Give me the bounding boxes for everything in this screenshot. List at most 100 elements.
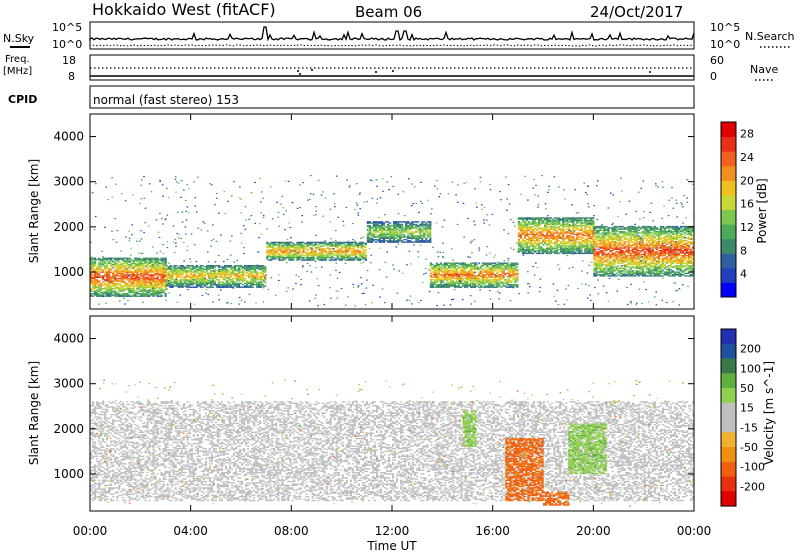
- power-cell: [488, 267, 491, 269]
- power-cell: [360, 243, 363, 245]
- power-cell: [102, 262, 105, 265]
- power-cell: [128, 291, 131, 294]
- power-cell: [611, 263, 614, 266]
- power-cell: [433, 286, 436, 288]
- power-cell: [490, 263, 493, 266]
- power-cell: [595, 267, 598, 270]
- power-cell: [162, 272, 165, 275]
- power-cell: [288, 259, 291, 261]
- power-cell: [185, 273, 188, 276]
- power-cell: [464, 275, 467, 277]
- power-cell: [290, 259, 293, 261]
- power-cell: [613, 248, 616, 251]
- power-cell: [201, 272, 204, 274]
- power-cell: [154, 290, 157, 292]
- power-cell: [278, 248, 281, 250]
- power-cell: [162, 276, 165, 278]
- power-cell: [580, 223, 583, 225]
- power-cell: [457, 286, 461, 288]
- power-cell: [124, 284, 127, 286]
- power-cell: [114, 261, 117, 263]
- power-cell: [110, 280, 113, 282]
- power-cell: [304, 243, 307, 245]
- power-cell: [556, 221, 559, 223]
- power-cell: [366, 238, 369, 241]
- power-cell: [447, 286, 451, 288]
- power-cell: [574, 233, 577, 236]
- power-cell: [453, 272, 457, 274]
- power-cell: [340, 255, 343, 257]
- power-cell: [372, 225, 376, 227]
- power-cell: [603, 255, 606, 257]
- power-cell: [635, 237, 638, 239]
- power-cell: [508, 277, 511, 280]
- power-cell: [358, 246, 361, 249]
- power-cell: [397, 223, 400, 226]
- power-cell: [508, 267, 511, 269]
- power-cell: [462, 262, 465, 264]
- power-cell: [152, 281, 155, 283]
- power-cell: [272, 245, 275, 247]
- power-cell: [498, 278, 501, 281]
- power-cell: [562, 240, 565, 242]
- power-cell: [302, 248, 305, 250]
- power-cell: [484, 280, 487, 282]
- power-cell: [368, 228, 371, 231]
- power-cell: [256, 277, 259, 280]
- power-cell: [118, 272, 121, 275]
- power-cell: [100, 285, 103, 287]
- power-cell: [599, 271, 602, 273]
- power-cell: [179, 273, 182, 276]
- power-cell: [122, 277, 125, 280]
- power-cell: [134, 293, 137, 295]
- power-cell: [484, 263, 487, 266]
- power-cell: [488, 281, 491, 283]
- power-cell: [213, 277, 216, 280]
- power-cell: [460, 276, 463, 278]
- power-cell: [100, 266, 103, 268]
- power-cell: [142, 257, 145, 259]
- power-cell: [570, 247, 573, 249]
- power-cell: [234, 285, 237, 287]
- power-cell: [635, 271, 638, 273]
- power-cell: [231, 280, 235, 282]
- power-cell: [635, 251, 638, 253]
- power-cell: [462, 285, 465, 287]
- power-cell: [144, 265, 147, 267]
- power-cell: [106, 286, 109, 289]
- power-cell: [601, 268, 604, 271]
- power-cell: [474, 276, 477, 278]
- power-cell: [542, 240, 545, 242]
- power-cell: [242, 273, 245, 276]
- power-cell: [179, 284, 182, 286]
- power-cell: [562, 252, 565, 255]
- power-cell: [140, 294, 143, 296]
- power-cell: [154, 286, 157, 289]
- power-cell: [597, 237, 600, 239]
- power-cell: [274, 243, 277, 245]
- power-cell: [209, 273, 212, 276]
- power-cell: [134, 295, 137, 297]
- power-cell: [419, 227, 422, 229]
- power-cell: [623, 251, 626, 253]
- power-cell: [617, 228, 620, 230]
- power-cell: [362, 243, 365, 245]
- power-cell: [306, 253, 309, 255]
- power-cell: [344, 253, 347, 255]
- power-cell: [126, 293, 129, 295]
- power-cell: [213, 275, 216, 277]
- power-cell: [599, 251, 602, 253]
- power-cell: [126, 288, 129, 290]
- power-cell: [617, 251, 620, 253]
- power-cell: [116, 284, 119, 286]
- power-cell: [451, 271, 455, 273]
- freq-tick-high: 18: [62, 54, 76, 67]
- power-cell: [144, 271, 147, 273]
- power-cell: [460, 263, 463, 266]
- power-cell: [433, 270, 436, 272]
- power-cell: [302, 246, 305, 249]
- power-cell: [280, 245, 283, 247]
- power-cell: [207, 275, 210, 277]
- power-cell: [619, 232, 622, 234]
- power-cell: [354, 254, 357, 256]
